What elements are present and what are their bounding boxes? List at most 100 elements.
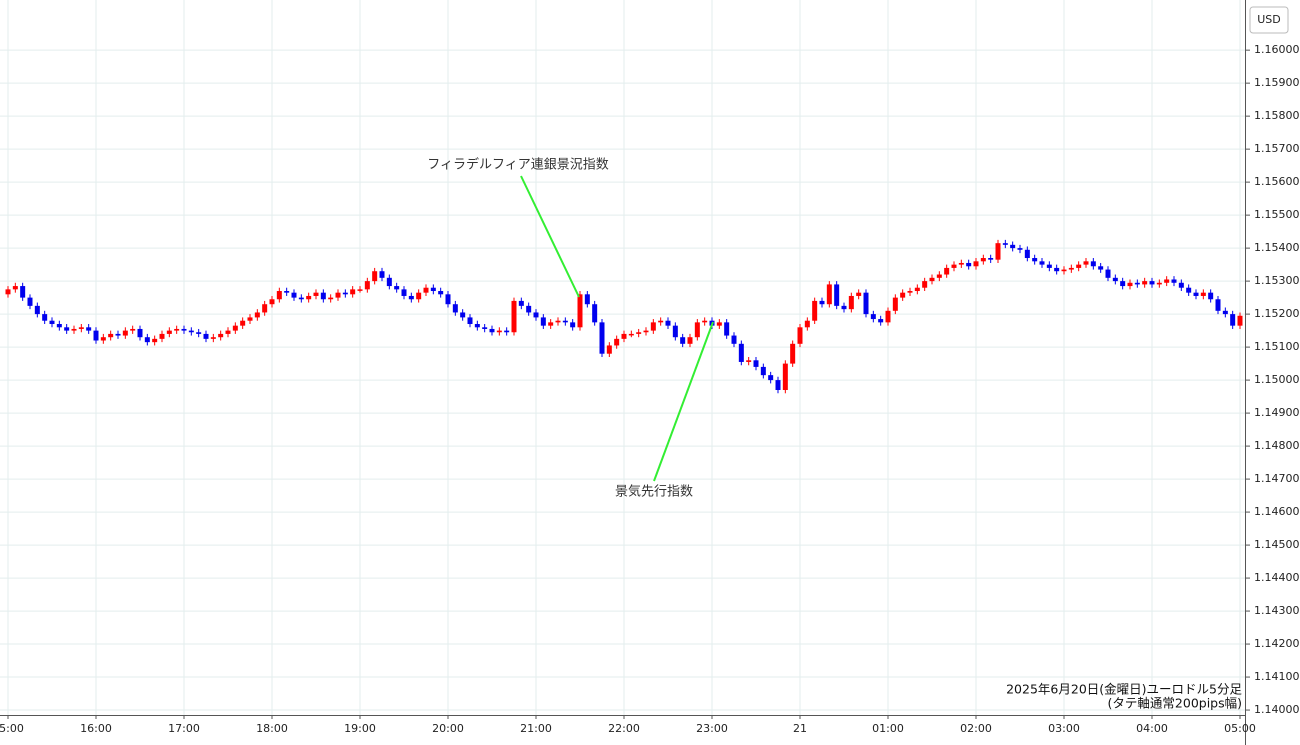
- candle-body: [1193, 292, 1199, 296]
- candle-body: [1230, 314, 1236, 326]
- candle-body: [328, 297, 334, 300]
- candle-body: [1046, 264, 1052, 268]
- x-tick-label: 01:00: [872, 722, 904, 735]
- candle-body: [262, 304, 268, 313]
- candle-body: [284, 291, 290, 293]
- candle-body: [892, 297, 898, 311]
- candle-body: [570, 322, 576, 328]
- candle-body: [584, 294, 590, 305]
- candle-body: [533, 312, 539, 318]
- candle-body: [973, 261, 979, 267]
- x-tick-label: 17:00: [168, 722, 200, 735]
- candle-body: [621, 333, 627, 339]
- unit-label: USD: [1257, 13, 1281, 26]
- candle-body: [834, 284, 840, 306]
- candle-body: [504, 330, 510, 333]
- y-tick-label: 1.14000: [1254, 703, 1300, 716]
- candle-body: [174, 328, 180, 331]
- grid: [0, 0, 1245, 715]
- candle-body: [218, 333, 224, 338]
- x-tick-label: 03:00: [1048, 722, 1080, 735]
- candle-body: [1156, 282, 1162, 285]
- candle-body: [562, 320, 568, 323]
- candle-body: [93, 330, 99, 341]
- candle-body: [636, 332, 642, 334]
- x-tick-label: 19:00: [344, 722, 376, 735]
- y-tick-label: 1.15400: [1254, 241, 1300, 254]
- candle-body: [379, 271, 385, 278]
- candle-body: [254, 312, 260, 318]
- candle-body: [577, 294, 583, 328]
- candle-body: [1142, 281, 1148, 285]
- candle-body: [313, 292, 319, 296]
- candle-body: [878, 319, 884, 323]
- candle-body: [240, 320, 246, 326]
- candle-body: [643, 330, 649, 333]
- candle-body: [342, 292, 348, 295]
- candle-body: [1098, 266, 1104, 270]
- candle-body: [1237, 315, 1243, 326]
- candle-body: [320, 292, 326, 300]
- candle-body: [1010, 244, 1016, 249]
- candle-body: [489, 328, 495, 333]
- candle-body: [42, 314, 48, 321]
- candle-body: [416, 292, 422, 300]
- candle-body: [386, 277, 392, 287]
- candle-body: [188, 330, 194, 333]
- candle-body: [78, 327, 84, 329]
- unit-box: [1249, 6, 1289, 34]
- candle-body: [1164, 279, 1170, 283]
- candle-body: [658, 320, 664, 323]
- candle-body: [650, 322, 656, 331]
- candle-body: [5, 289, 11, 295]
- candle-body: [269, 299, 275, 305]
- candle-body: [225, 330, 231, 334]
- chart-note: (タテ軸通常200pips幅): [1108, 696, 1242, 711]
- candle-body: [606, 345, 612, 354]
- candle-body: [86, 327, 92, 331]
- candle-body: [357, 289, 363, 291]
- y-tick-label: 1.14200: [1254, 637, 1300, 650]
- candle-body: [460, 312, 466, 318]
- candle-body: [790, 343, 796, 364]
- candle-body: [841, 305, 847, 310]
- candle-body: [401, 289, 407, 296]
- candle-body: [34, 305, 40, 315]
- candle-body: [775, 380, 781, 390]
- candle-body: [511, 300, 517, 333]
- candle-body: [203, 333, 209, 339]
- candle-body: [1024, 249, 1030, 259]
- candle-body: [936, 274, 942, 278]
- y-tick-label: 1.14800: [1254, 439, 1300, 452]
- candle-body: [665, 320, 671, 326]
- candle-body: [335, 292, 341, 298]
- candle-body: [1178, 282, 1184, 288]
- candle-body: [12, 286, 18, 290]
- candle-body: [122, 330, 128, 336]
- candle-body: [592, 304, 598, 323]
- y-tick-label: 1.15700: [1254, 142, 1300, 155]
- candle-body: [181, 328, 187, 331]
- x-tick-label: 18:00: [256, 722, 288, 735]
- y-tick-label: 1.15000: [1254, 373, 1300, 386]
- candle-body: [548, 322, 554, 326]
- x-tick-label: 23:00: [696, 722, 728, 735]
- candle-body: [1090, 261, 1096, 267]
- candle-body: [944, 267, 950, 275]
- y-tick-label: 1.14100: [1254, 670, 1300, 683]
- candle-body: [306, 295, 312, 300]
- candle-body: [394, 286, 400, 290]
- candle-body: [540, 317, 546, 326]
- y-tick-label: 1.15100: [1254, 340, 1300, 353]
- candle-body: [731, 335, 737, 344]
- chart-note: 2025年6月20日(金曜日)ユーロドル5分足: [1006, 682, 1242, 697]
- candle-body: [247, 317, 253, 321]
- candle-body: [812, 300, 818, 321]
- x-tick-label: 02:00: [960, 722, 992, 735]
- candle-body: [64, 327, 70, 331]
- candle-body: [1127, 282, 1133, 287]
- candle-body: [900, 292, 906, 298]
